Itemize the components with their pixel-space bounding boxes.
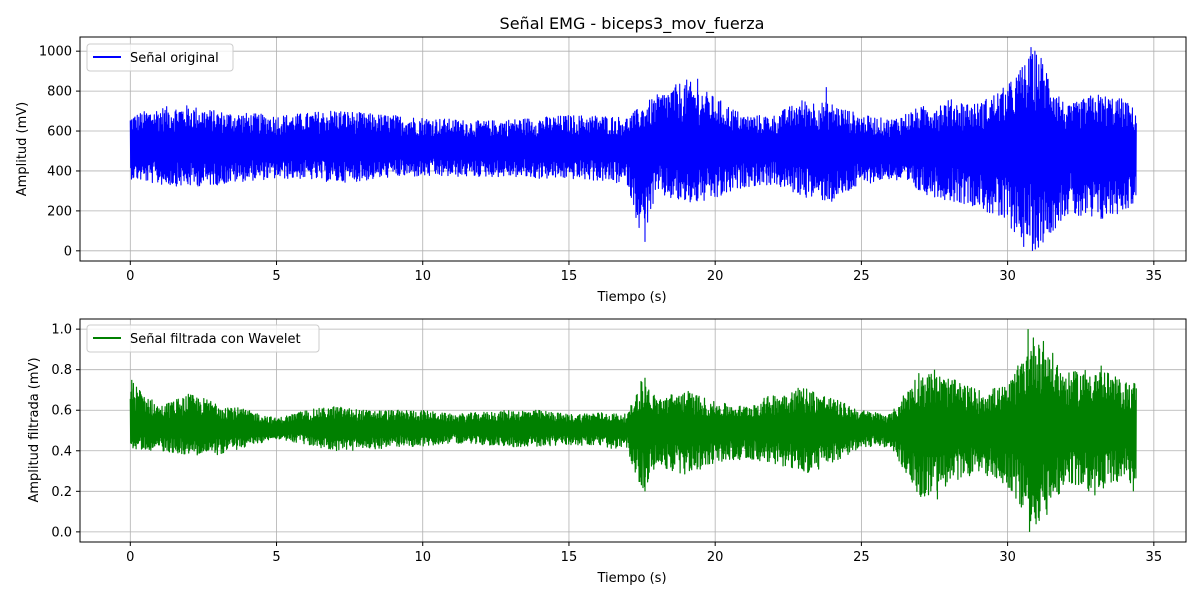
y-tick-label: 1.0 bbox=[51, 323, 72, 338]
legend: Señal filtrada con Wavelet bbox=[86, 324, 320, 353]
original-signal-panel: Señal EMG - biceps3_mov_fuerza 0 5 10 15 20 2… bbox=[15, 14, 1187, 305]
y-tick-label: 0.6 bbox=[51, 404, 72, 419]
x-tick-label: 15 bbox=[561, 550, 578, 565]
legend-entry: Señal filtrada con Wavelet bbox=[130, 332, 301, 347]
chart-title: Señal EMG - biceps3_mov_fuerza bbox=[500, 14, 765, 34]
plot-frame bbox=[79, 36, 1187, 262]
x-axis-ticks: 0 5 10 15 20 25 30 35 bbox=[126, 261, 1162, 284]
x-tick-label: 5 bbox=[272, 269, 280, 284]
x-tick-label: 15 bbox=[561, 269, 578, 284]
y-tick-label: 400 bbox=[47, 164, 72, 179]
x-tick-label: 10 bbox=[414, 269, 431, 284]
x-tick-label: 30 bbox=[999, 550, 1016, 565]
y-tick-label: 0.8 bbox=[51, 363, 72, 378]
y-tick-label: 0.4 bbox=[51, 444, 72, 459]
signal-line bbox=[129, 47, 1137, 251]
legend-box bbox=[86, 324, 320, 353]
y-axis-label: Amplitud filtrada (mV) bbox=[27, 357, 42, 502]
x-tick-label: 0 bbox=[126, 269, 134, 284]
y-tick-label: 0.2 bbox=[51, 485, 72, 500]
x-tick-label: 35 bbox=[1146, 269, 1163, 284]
y-axis-ticks: 0 200 400 600 800 1000 bbox=[39, 45, 80, 259]
y-tick-label: 1000 bbox=[39, 45, 72, 60]
y-tick-label: 0 bbox=[64, 244, 72, 259]
x-tick-label: 25 bbox=[853, 269, 870, 284]
x-tick-label: 5 bbox=[272, 550, 280, 565]
x-tick-label: 10 bbox=[414, 550, 431, 565]
y-tick-label: 200 bbox=[47, 204, 72, 219]
x-tick-label: 30 bbox=[999, 269, 1016, 284]
y-tick-label: 800 bbox=[47, 85, 72, 100]
signal-line bbox=[129, 329, 1137, 532]
y-axis-label: Amplitud (mV) bbox=[15, 102, 30, 196]
filtered-signal-panel: 0 5 10 15 20 25 30 35 0.0 0.2 0.4 0.6 0.8 1.0 Tiempo… bbox=[27, 318, 1187, 586]
series-original bbox=[129, 47, 1137, 251]
x-tick-label: 20 bbox=[707, 269, 724, 284]
legend-entry: Señal original bbox=[130, 51, 219, 66]
x-axis-ticks: 0 5 10 15 20 25 30 35 bbox=[126, 542, 1162, 565]
series-filtered bbox=[129, 329, 1137, 532]
x-tick-label: 25 bbox=[853, 550, 870, 565]
y-tick-label: 600 bbox=[47, 125, 72, 140]
x-tick-label: 35 bbox=[1146, 550, 1163, 565]
legend: Señal original bbox=[86, 43, 234, 72]
x-tick-label: 0 bbox=[126, 550, 134, 565]
y-tick-label: 0.0 bbox=[51, 525, 72, 540]
y-axis-ticks: 0.0 0.2 0.4 0.6 0.8 1.0 bbox=[51, 323, 80, 540]
x-axis-label: Tiempo (s) bbox=[596, 290, 666, 305]
x-axis-label: Tiempo (s) bbox=[596, 571, 666, 586]
legend-box bbox=[86, 43, 234, 72]
plot-frame bbox=[79, 318, 1187, 543]
x-tick-label: 20 bbox=[707, 550, 724, 565]
